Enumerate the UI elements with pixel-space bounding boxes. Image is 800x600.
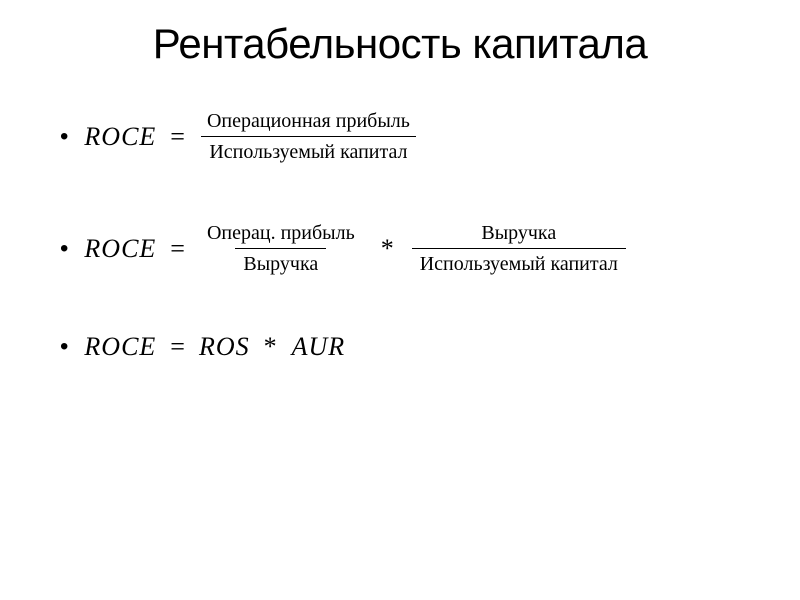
formula-1-fraction: Операционная прибыль Используемый капита… xyxy=(199,108,418,165)
formula-2-frac1-numerator: Операц. прибыль xyxy=(199,220,363,248)
formula-2-frac1-denominator: Выручка xyxy=(235,248,326,277)
formula-2-frac2-denominator: Используемый капитал xyxy=(412,248,626,277)
formula-1-lhs: ROCE xyxy=(84,122,156,152)
bullet-icon: • xyxy=(60,333,68,361)
formula-2-fraction-2: Выручка Используемый капитал xyxy=(412,220,626,277)
bullet-icon: • xyxy=(60,235,68,263)
slide-title: Рентабельность капитала xyxy=(40,20,760,68)
formula-item-3: • ROCE = ROS * AUR xyxy=(60,332,760,362)
equals-sign: = xyxy=(170,332,185,362)
formula-3-rhs-b: AUR xyxy=(292,332,346,362)
formula-1-denominator: Используемый капитал xyxy=(201,136,415,165)
formula-2-frac2-numerator: Выручка xyxy=(473,220,564,248)
formula-item-1: • ROCE = Операционная прибыль Используем… xyxy=(60,108,760,165)
formula-2-lhs: ROCE xyxy=(84,234,156,264)
equals-sign: = xyxy=(170,122,185,152)
formula-2: ROCE = Операц. прибыль Выручка * Выручка… xyxy=(84,220,626,277)
bullet-icon: • xyxy=(60,123,68,151)
formula-list: • ROCE = Операционная прибыль Используем… xyxy=(40,108,760,362)
formula-2-fraction-1: Операц. прибыль Выручка xyxy=(199,220,363,277)
multiply-operator: * xyxy=(377,234,398,264)
formula-1-numerator: Операционная прибыль xyxy=(199,108,418,136)
formula-item-2: • ROCE = Операц. прибыль Выручка * Выруч… xyxy=(60,220,760,277)
formula-1: ROCE = Операционная прибыль Используемый… xyxy=(84,108,417,165)
formula-3-lhs: ROCE xyxy=(84,332,156,362)
equals-sign: = xyxy=(170,234,185,264)
formula-3: ROCE = ROS * AUR xyxy=(84,332,345,362)
multiply-operator: * xyxy=(264,332,278,362)
formula-3-rhs-a: ROS xyxy=(199,332,250,362)
